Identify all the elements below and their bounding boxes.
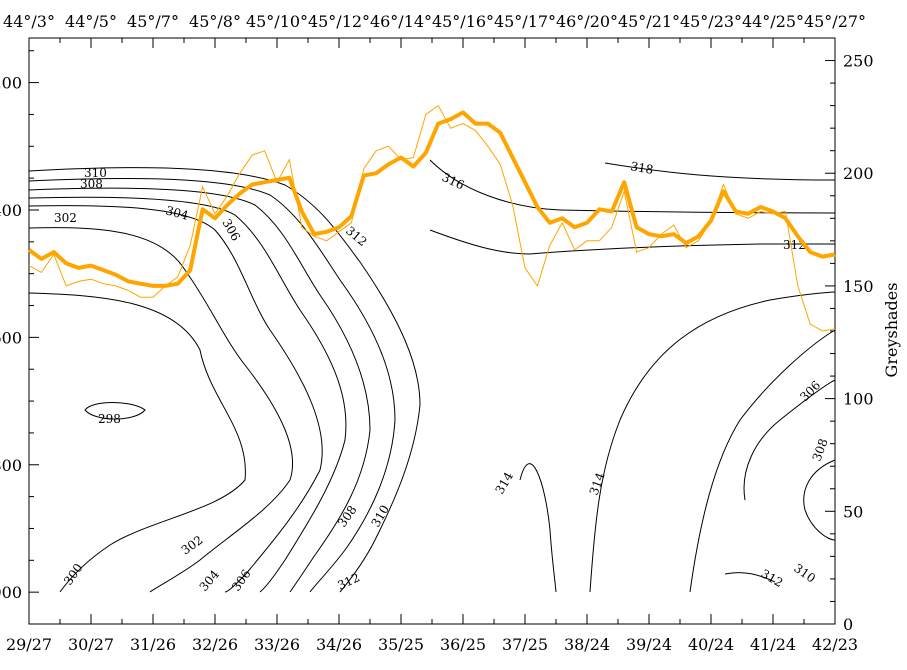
- contour-label: 302: [54, 211, 77, 225]
- x-tick-label: 35/25: [378, 635, 424, 654]
- contour-308: [28, 187, 371, 593]
- contour-label: 298: [98, 412, 121, 426]
- top-tick-label: 44°/3°: [3, 12, 55, 31]
- contour-label: 312: [759, 566, 786, 590]
- contour-labels: 298 300 302 302 304 304 306 306 308 308 …: [54, 159, 831, 594]
- top-tick-label: 45°/16°: [432, 12, 494, 31]
- contour-label: 318: [629, 159, 654, 177]
- x-tick-label: 40/24: [688, 635, 734, 654]
- contour-label: 310: [84, 166, 107, 180]
- contour-label: 308: [80, 177, 103, 191]
- x-tick-label: 34/26: [316, 635, 362, 654]
- contour-300: [28, 292, 246, 593]
- contour-label: 304: [164, 203, 190, 223]
- top-tick-label: 45°/10°: [246, 12, 308, 31]
- top-tick-label: 45°/17°: [494, 12, 556, 31]
- contour-label: 314: [587, 470, 608, 497]
- x-tick-label: 31/26: [130, 635, 176, 654]
- y2-tick-label: 150: [843, 277, 874, 296]
- y-tick-label: 400: [0, 201, 22, 220]
- y2-tick-label: 100: [843, 390, 874, 409]
- top-tick-label: 44°/5°: [65, 12, 117, 31]
- contour-310b: [689, 329, 836, 593]
- top-tick-label: 45°/27°: [804, 12, 866, 31]
- contour-316: [429, 159, 836, 214]
- top-tick-label: 45°/8°: [189, 12, 241, 31]
- x-tick-label: 41/24: [750, 635, 796, 654]
- contour-318: [604, 162, 836, 181]
- contour-312b: [589, 291, 836, 593]
- contour-label: 308: [335, 503, 360, 530]
- contour-306b: [743, 379, 836, 501]
- y2-tick-label: 50: [843, 502, 863, 521]
- contour-label: 306: [797, 378, 823, 404]
- top-tick-label: 45°/21°: [618, 12, 680, 31]
- x-tick-label: 37/25: [502, 635, 548, 654]
- y-tick-label: 600: [0, 328, 22, 347]
- greyshade-line-thick: [27, 110, 836, 288]
- x-tick-label: 30/27: [68, 635, 114, 654]
- y-tick-label: 800: [0, 456, 22, 475]
- axis-ticks: [28, 38, 836, 625]
- y-tick-label: 200: [0, 74, 22, 93]
- x-tick-label: 29/27: [6, 635, 52, 654]
- contour-304: [28, 205, 323, 593]
- y2-tick-label: 200: [843, 164, 874, 183]
- contour-label: 300: [61, 561, 86, 588]
- plot-frame: [28, 37, 836, 625]
- contour-314: [519, 463, 557, 593]
- top-tick-label: 46°/20°: [556, 12, 618, 31]
- y2-tick-label: 0: [843, 615, 853, 634]
- contour-298: [84, 402, 146, 420]
- top-tick-label: 46°/14°: [370, 12, 432, 31]
- x-tick-label: 38/24: [564, 635, 610, 654]
- contour-label: 314: [492, 469, 516, 496]
- contour-label: 312: [335, 570, 362, 592]
- top-tick-label: 45°/7°: [127, 12, 179, 31]
- contour-312: [28, 167, 421, 593]
- contour-label: 302: [179, 533, 206, 558]
- top-tick-label: 45°/23°: [680, 12, 742, 31]
- contour-302: [28, 227, 294, 593]
- contour-label: 316: [440, 170, 467, 192]
- contour-label: 308: [810, 437, 831, 463]
- x-tick-label: 33/26: [254, 635, 300, 654]
- contour-314b: [429, 229, 835, 255]
- x-tick-label: 32/26: [192, 635, 238, 654]
- greyshade-series: [27, 104, 836, 332]
- x-tick-label: 36/25: [440, 635, 486, 654]
- contour-label: 304: [197, 567, 223, 594]
- contour-label: 306: [229, 567, 254, 594]
- contour-306: [28, 196, 347, 593]
- y2-axis-label: Greyshades: [882, 283, 901, 378]
- contour-308b: [803, 459, 836, 541]
- contour-label: 310: [791, 561, 818, 586]
- contour-lines: [28, 159, 836, 593]
- axis-tick-labels: 29/27 30/27 31/26 32/26 33/26 34/26 35/25 36/25…: [0, 12, 874, 654]
- contour-label: 310: [368, 503, 392, 530]
- contour-312c: [724, 572, 776, 583]
- top-tick-label: 45°/12°: [308, 12, 370, 31]
- top-tick-label: 44°/25°: [742, 12, 804, 31]
- x-tick-label: 39/24: [626, 635, 672, 654]
- y-tick-label: 1000: [0, 583, 22, 602]
- contour-310: [28, 178, 396, 593]
- y2-tick-label: 250: [843, 52, 874, 71]
- x-tick-label: 42/23: [812, 635, 858, 654]
